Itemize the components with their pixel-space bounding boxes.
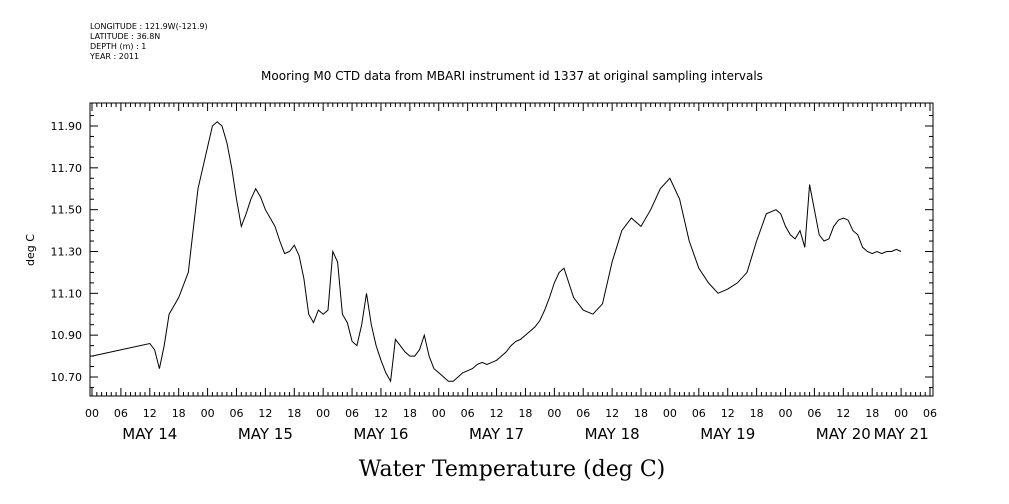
x-tick-label: 18: [403, 407, 417, 420]
x-tick-label: 12: [490, 407, 504, 420]
y-tick-label: 11.90: [51, 120, 83, 133]
plot-frame: [89, 102, 934, 397]
y-tick-label: 11.50: [51, 204, 83, 217]
latitude-label: LATITUDE : 36.8N: [90, 32, 161, 41]
day-label: MAY 20: [816, 425, 871, 443]
x-tick-label: 06: [692, 407, 706, 420]
temperature-series-line: [91, 121, 902, 383]
x-tick-label: 06: [807, 407, 821, 420]
x-tick-labels: 00 06 12 18 00 06 12 18 00 06 12 18 00 06 12 18 00 06 12 18…: [85, 407, 937, 420]
axis-ticks: [90, 103, 933, 396]
chart-title: Mooring M0 CTD data from MBARI instrumen…: [261, 69, 763, 83]
x-tick-label: 12: [836, 407, 850, 420]
x-tick-label: 18: [750, 407, 764, 420]
x-tick-label: 18: [865, 407, 879, 420]
x-tick-label: 00: [894, 407, 908, 420]
x-tick-label: 18: [287, 407, 301, 420]
x-tick-label: 06: [576, 407, 590, 420]
y-tick-label: 10.90: [51, 329, 83, 342]
x-tick-label: 12: [258, 407, 272, 420]
day-label: MAY 18: [585, 425, 640, 443]
x-tick-label: 12: [721, 407, 735, 420]
x-axis-label: Water Temperature (deg C): [359, 457, 666, 482]
y-tick-labels: 10.70 10.90 11.10 11.30 11.50 11.70 11.90: [51, 120, 83, 384]
day-label: MAY 17: [469, 425, 524, 443]
day-labels: MAY 14 MAY 15 MAY 16 MAY 17 MAY 18 MAY 19 MAY …: [122, 425, 928, 443]
x-tick-label: 12: [605, 407, 619, 420]
x-tick-label: 00: [547, 407, 561, 420]
day-label: MAY 21: [874, 425, 929, 443]
x-tick-label: 12: [374, 407, 388, 420]
x-tick-label: 18: [172, 407, 186, 420]
x-tick-label: 00: [663, 407, 677, 420]
x-tick-label: 00: [779, 407, 793, 420]
x-tick-label: 00: [85, 407, 99, 420]
day-label: MAY 16: [353, 425, 408, 443]
y-tick-label: 11.10: [51, 287, 83, 300]
metadata-block: LONGITUDE : 121.9W(-121.9) LATITUDE : 36…: [90, 22, 208, 62]
y-tick-label: 10.70: [51, 371, 83, 384]
longitude-label: LONGITUDE : 121.9W(-121.9): [90, 22, 208, 31]
x-tick-label: 06: [114, 407, 128, 420]
x-tick-label: 06: [345, 407, 359, 420]
x-tick-label: 06: [461, 407, 475, 420]
x-tick-label: 00: [316, 407, 330, 420]
year-label: YEAR : 2011: [90, 52, 140, 61]
y-tick-label: 11.30: [51, 246, 83, 259]
x-tick-label: 00: [432, 407, 446, 420]
day-label: MAY 14: [122, 425, 177, 443]
x-tick-label: 12: [143, 407, 157, 420]
x-tick-label: 06: [229, 407, 243, 420]
day-label: MAY 19: [700, 425, 755, 443]
x-tick-label: 06: [923, 407, 937, 420]
x-tick-label: 18: [518, 407, 532, 420]
depth-label: DEPTH (m) : 1: [90, 42, 147, 51]
y-axis-label: deg C: [24, 234, 37, 266]
x-tick-label: 18: [634, 407, 648, 420]
x-tick-label: 00: [201, 407, 215, 420]
y-tick-label: 11.70: [51, 162, 83, 175]
day-label: MAY 15: [238, 425, 293, 443]
